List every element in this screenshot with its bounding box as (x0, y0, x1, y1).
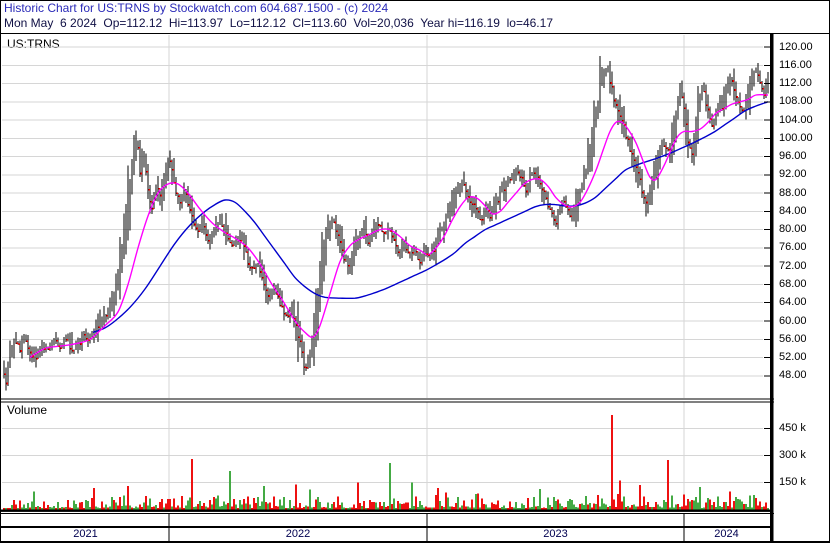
axis-ticks (764, 46, 770, 483)
volume-bars-up (5, 463, 769, 510)
bottom-border (0, 541, 830, 543)
price-axis-label: 88.00 (779, 186, 807, 199)
strip-divider-line (0, 526, 774, 528)
price-axis-label: 112.00 (779, 77, 812, 90)
ma-fast-line (29, 93, 769, 359)
year-strip-dividers (168, 513, 685, 541)
x-axis-year-label: 2024 (714, 528, 739, 540)
volume-axis-label: 300 k (779, 449, 806, 461)
ma-slow-line (92, 101, 769, 334)
gridlines (2, 35, 763, 510)
price-axis-label: 116.00 (779, 58, 812, 71)
x-axis-year-label: 2022 (285, 528, 311, 540)
price-axis-label: 120.00 (779, 40, 813, 53)
close-ticks (4, 74, 767, 385)
price-axis-label: 60.00 (779, 314, 807, 327)
volume-axis-label: 450 k (779, 422, 806, 434)
volume-baseline (0, 509, 774, 512)
price-axis-label: 52.00 (779, 351, 807, 364)
price-axis-label: 48.00 (779, 369, 807, 382)
price-axis-label: 72.00 (779, 259, 807, 272)
x-axis-year-label: 2023 (543, 528, 568, 540)
price-bars (3, 55, 769, 391)
volume-bars-down (3, 415, 767, 510)
price-axis-label: 104.00 (779, 113, 813, 126)
volume-axis-label: 150 k (779, 476, 806, 488)
volume-pane-label: Volume (7, 403, 48, 417)
price-axis-label: 56.00 (779, 332, 807, 345)
price-axis-label: 64.00 (779, 296, 807, 309)
x-axis-year-label: 2021 (73, 528, 98, 540)
price-axis-label: 100.00 (779, 131, 813, 144)
price-axis-label: 76.00 (779, 241, 807, 254)
price-axis-label: 108.00 (779, 95, 813, 108)
price-axis-label: 68.00 (779, 277, 807, 290)
price-axis-label: 84.00 (779, 204, 807, 217)
plot-right-border (770, 33, 774, 542)
session-quote-line: Mon May 6 2024 Op=112.12 Hi=113.97 Lo=11… (4, 16, 553, 30)
price-axis-label: 92.00 (779, 168, 807, 181)
chart-title: Historic Chart for US:TRNS by Stockwatch… (4, 1, 389, 15)
price-axis-label: 96.00 (779, 150, 807, 163)
price-axis-label: 80.00 (779, 223, 807, 236)
